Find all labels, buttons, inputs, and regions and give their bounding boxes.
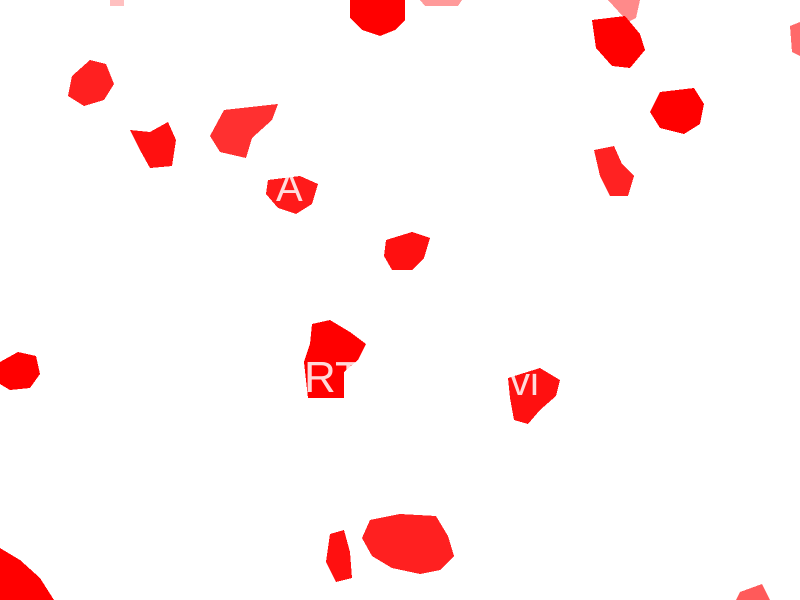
red-blob bbox=[68, 60, 114, 106]
red-blob bbox=[266, 176, 318, 214]
red-blob bbox=[736, 584, 770, 600]
red-blob bbox=[326, 530, 352, 582]
red-blob bbox=[304, 320, 366, 398]
red-blob bbox=[384, 232, 430, 270]
red-blob bbox=[362, 514, 454, 574]
red-blob bbox=[0, 352, 40, 390]
red-blob bbox=[592, 0, 800, 68]
red-blob bbox=[0, 548, 54, 600]
red-blob bbox=[594, 146, 634, 196]
red-blob bbox=[110, 0, 462, 36]
red-blob bbox=[508, 368, 560, 424]
red-blob bbox=[130, 122, 176, 168]
red-blob bbox=[650, 88, 704, 134]
red-blob bbox=[210, 104, 278, 158]
